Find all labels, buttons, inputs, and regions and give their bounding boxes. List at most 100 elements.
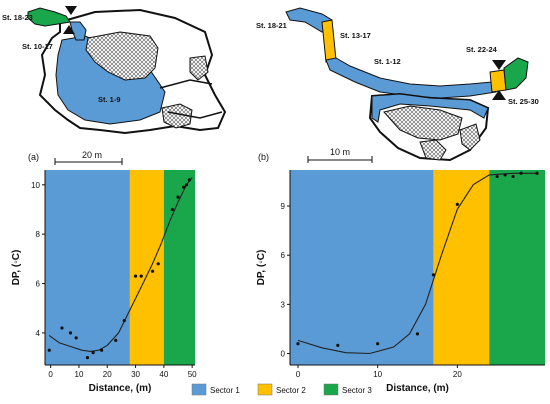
map-a-panel-label: (a) — [28, 152, 39, 162]
chart-a-y-tick-label: 10 — [31, 181, 40, 190]
chart-b-data-point — [455, 202, 459, 207]
chart-a: 0 10 20 30 40 50 4 6 8 10 Distance, (m) DP, (◦C) — [11, 170, 197, 394]
chart-b-x-axis-title: Distance, (m) — [386, 383, 449, 394]
chart-a-data-point — [184, 183, 189, 187]
chart-b-y-tick-label: 9 — [281, 202, 286, 211]
chart-b-sector-band-3 — [489, 170, 545, 365]
cave-a-passage-2 — [167, 111, 223, 119]
legend-swatch-sector3 — [323, 383, 339, 396]
chart-b-x-tick-label: 10 — [373, 370, 382, 379]
entrance-arrow-up-icon — [63, 25, 75, 34]
chart-a-y-tick-label: 4 — [36, 329, 41, 338]
chart-a-data-point — [74, 336, 78, 340]
cave-a-rock-1 — [85, 31, 159, 81]
chart-a-data-point — [150, 269, 155, 273]
chart-a-data-point — [156, 262, 160, 266]
cave-b-rock-3 — [459, 123, 481, 151]
map-b-station-1: St. 18-21 — [256, 21, 287, 30]
chart-a-data-point — [170, 207, 174, 212]
legend-swatch-sector2 — [257, 383, 273, 396]
chart-b-y-tick-label: 6 — [281, 251, 286, 260]
map-b-station-3: St. 1-12 — [374, 57, 401, 66]
chart-a-x-tick-label: 40 — [159, 370, 168, 379]
map-b-scale-label: 10 m — [330, 147, 350, 157]
chart-b-sector-band-2 — [433, 170, 490, 365]
chart-a-data-point — [68, 331, 73, 335]
map-a-scale-label: 20 m — [82, 150, 102, 160]
chart-b-data-point — [519, 171, 523, 175]
chart-b-data-point — [495, 174, 499, 179]
chart-b-data-point — [336, 343, 340, 347]
chart-a-y-axis-title: DP, (◦C) — [11, 250, 22, 286]
entrance-arrow-up-icon — [492, 90, 506, 100]
chart-b-data-point — [296, 342, 300, 346]
cave-map-b — [285, 7, 529, 162]
chart-a-data-point — [60, 326, 64, 330]
cave-b-sector2-entrance — [489, 69, 507, 93]
chart-a-sector-band-3 — [163, 170, 195, 365]
map-b-station-4: St. 22-24 — [466, 45, 498, 54]
chart-a-data-point — [100, 348, 104, 352]
chart-a-x-tick-label: 20 — [103, 370, 112, 379]
chart-b-y-axis-title: DP, (◦C) — [256, 250, 267, 286]
chart-a-data-point — [133, 274, 138, 278]
cave-a-rock-3 — [189, 55, 209, 81]
legend-label-sector3: Sector 3 — [342, 386, 372, 395]
chart-a-x-axis-title: Distance, (m) — [89, 383, 152, 394]
legend-label-sector1: Sector 1 — [210, 386, 240, 395]
chart-a-data-point — [182, 185, 186, 189]
chart-b-data-point — [415, 332, 420, 336]
chart-a-sector-band-1 — [45, 170, 130, 365]
chart-a-x-tick-label: 10 — [75, 370, 84, 379]
chart-a-data-point — [91, 351, 95, 355]
cave-b-rock-2 — [419, 139, 447, 161]
chart-a-y-tick-label: 8 — [36, 230, 41, 239]
chart-b-x-tick-label: 20 — [453, 370, 462, 379]
legend-swatch-sector1 — [191, 383, 207, 396]
cave-b-corridor — [325, 57, 497, 99]
chart-b-fit-curve — [297, 172, 537, 355]
map-b-station-2: St. 13-17 — [340, 31, 371, 40]
chart-a-x-tick-label: 30 — [131, 370, 140, 379]
cave-b-sector2 — [321, 19, 337, 63]
chart-a-y-tick-label: 6 — [36, 280, 41, 289]
entrance-arrow-down-icon — [492, 60, 506, 70]
chart-a-fit-curve — [48, 177, 193, 352]
chart-b-data-point — [511, 174, 515, 179]
chart-b-x-tick-label: 0 — [296, 370, 301, 379]
chart-b-data-point — [431, 273, 436, 277]
entrance-arrow-down-icon — [65, 6, 77, 15]
chart-a-data-point — [85, 355, 90, 360]
cave-a-sector3 — [27, 7, 71, 27]
chart-b-y-tick-label: 3 — [281, 300, 286, 309]
chart-a-data-point — [187, 178, 191, 182]
map-b-station-5: St. 25-30 — [508, 97, 539, 106]
chart-a-sector-band-2 — [129, 170, 164, 365]
legend-label-sector2: Sector 2 — [276, 386, 306, 395]
cave-b-sector3 — [503, 57, 529, 91]
cave-b-chamber-blue — [371, 93, 489, 123]
legend: Sector 1 Sector 2 Sector 3 — [191, 383, 372, 396]
chart-a-data-point — [139, 274, 143, 278]
cave-b-rock-1 — [383, 105, 463, 141]
map-a-station-1: St. 18-23 — [2, 13, 33, 22]
cave-map-a — [27, 6, 227, 135]
chart-a-data-point — [122, 318, 126, 323]
chart-a-data-point — [47, 348, 51, 352]
cave-a-passage — [159, 79, 213, 89]
chart-a-data-point — [114, 338, 118, 342]
chart-a-data-point — [176, 195, 180, 199]
chart-b-y-tick-label: 0 — [281, 350, 286, 359]
chart-b-data-point — [503, 173, 507, 177]
chart-a-x-tick-label: 50 — [188, 370, 197, 379]
chart-b-data-point — [535, 171, 539, 175]
map-b-panel-label: (b) — [258, 152, 269, 162]
chart-b-data-point — [376, 342, 380, 346]
map-a-station-3: St. 1-9 — [98, 95, 121, 104]
chart-b-sector-band-1 — [290, 170, 434, 365]
map-a-station-2: St. 10-17 — [22, 42, 53, 51]
cave-a-rock-2 — [161, 103, 193, 129]
chart-a-x-tick-label: 0 — [48, 370, 53, 379]
chart-b: 0 10 20 0 3 6 9 Distance, (m) DP, (◦C) — [256, 170, 545, 394]
